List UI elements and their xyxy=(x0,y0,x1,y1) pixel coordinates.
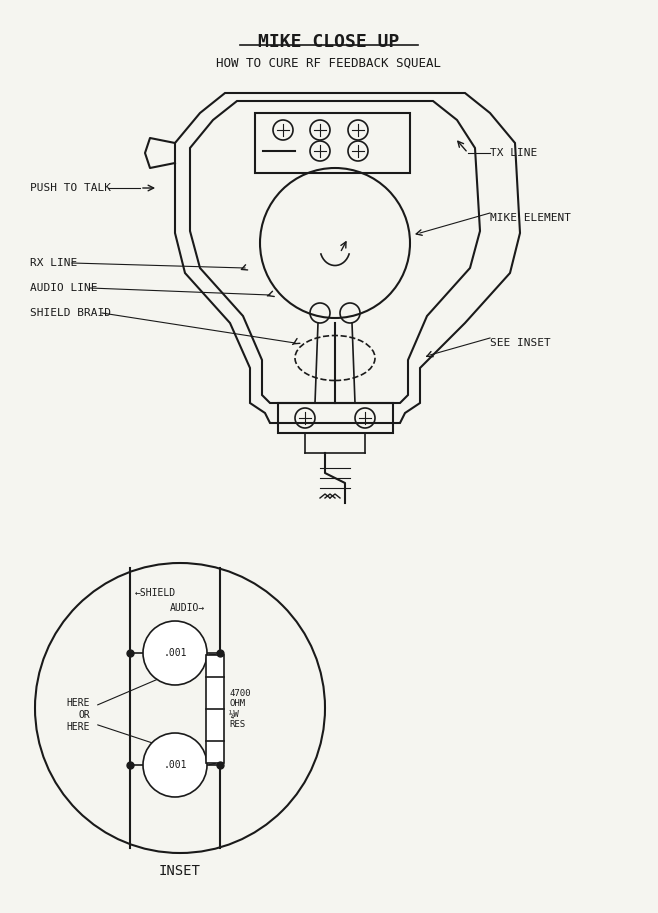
Circle shape xyxy=(143,733,207,797)
Bar xyxy=(278,403,393,433)
Text: PUSH TO TALK: PUSH TO TALK xyxy=(30,183,111,193)
Text: OR: OR xyxy=(78,710,90,720)
Text: HERE: HERE xyxy=(66,698,90,708)
Text: 4700
OHM
¼W
RES: 4700 OHM ¼W RES xyxy=(229,689,251,729)
Text: .001: .001 xyxy=(163,760,187,770)
Text: HERE: HERE xyxy=(66,722,90,732)
Text: SHIELD BRAID: SHIELD BRAID xyxy=(30,308,111,318)
Text: HOW TO CURE RF FEEDBACK SQUEAL: HOW TO CURE RF FEEDBACK SQUEAL xyxy=(216,57,442,70)
Text: RX LINE: RX LINE xyxy=(30,258,77,268)
Text: ←SHIELD: ←SHIELD xyxy=(135,588,176,598)
Circle shape xyxy=(143,621,207,685)
Text: .001: .001 xyxy=(163,648,187,658)
Text: MIKE ELEMENT: MIKE ELEMENT xyxy=(490,213,571,223)
Text: SEE INSET: SEE INSET xyxy=(490,338,551,348)
Text: AUDIO→: AUDIO→ xyxy=(170,603,205,613)
Bar xyxy=(206,655,224,763)
Text: AUDIO LINE: AUDIO LINE xyxy=(30,283,97,293)
Text: TX LINE: TX LINE xyxy=(490,148,537,158)
Text: MIKE CLOSE UP: MIKE CLOSE UP xyxy=(259,33,399,51)
Text: INSET: INSET xyxy=(159,864,201,878)
Bar xyxy=(255,113,410,173)
